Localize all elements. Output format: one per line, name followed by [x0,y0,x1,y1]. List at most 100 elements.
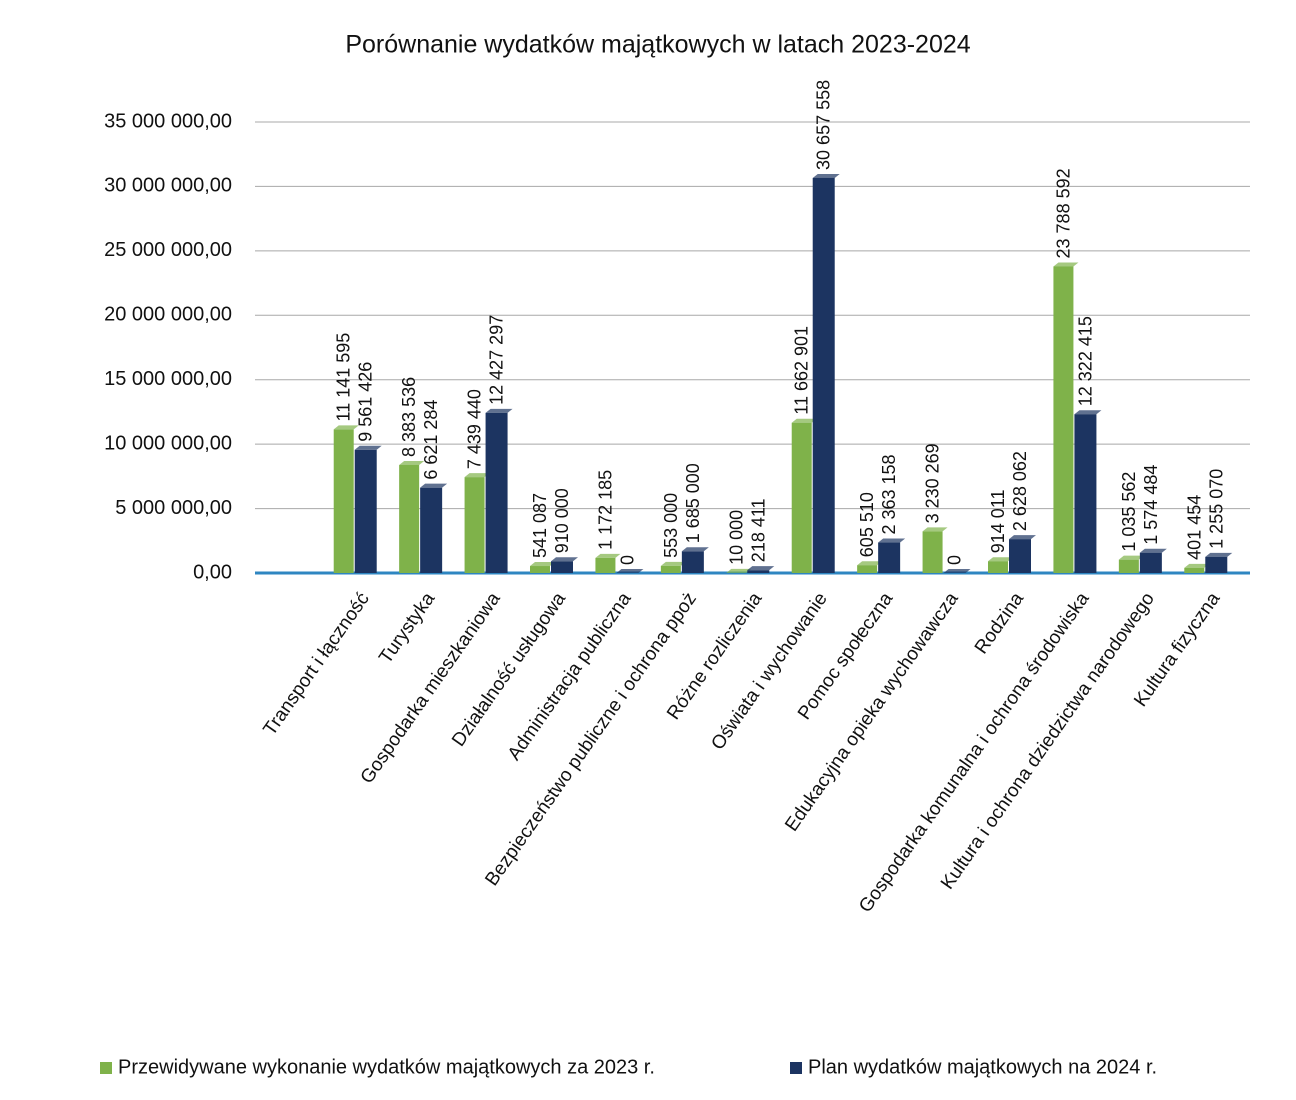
bar [857,565,878,573]
x-tick-label: Rodzina [971,588,1028,658]
data-label: 10 000 [726,510,746,565]
data-label: 1 574 484 [1141,465,1161,545]
bar-cap [1139,548,1167,553]
bar [595,557,616,573]
x-tick-label: Oświata i wychowanie [707,589,831,754]
data-label: 605 510 [857,492,877,557]
x-tick-label: Administracja publiczna [504,588,636,764]
data-label: 1 685 000 [683,463,703,543]
y-tick-label: 15 000 000,00 [104,368,232,390]
bar [660,565,681,573]
bar-cap [333,425,359,430]
legend-swatch [790,1062,802,1074]
bar-cap [988,557,1013,562]
bar-cap [420,483,448,488]
bar-cap [530,562,555,567]
data-label: 11 141 595 [334,333,354,422]
data-label: 3 230 269 [923,443,943,523]
data-label: 30 657 558 [814,80,834,170]
bar [399,464,420,573]
bar-cap [943,569,971,573]
data-label: 0 [617,555,637,565]
bar-cap [464,473,490,478]
data-label: 11 662 901 [792,326,812,415]
bar [812,177,835,574]
bar-cap [791,418,817,423]
data-label: 541 087 [530,493,550,558]
bar [1074,414,1097,573]
y-tick-label: 10 000 000,00 [104,432,232,454]
bar [354,449,377,573]
legend-label: Plan wydatków majątkowych na 2024 r. [808,1056,1157,1078]
bar-cap [354,445,382,450]
legend-swatch [100,1062,112,1074]
bar-cap [747,566,775,571]
bar [791,422,812,573]
bar-cap [1053,262,1079,267]
bar [1184,567,1205,573]
legend-label: Przewidywane wykonanie wydatków majątkow… [118,1056,655,1078]
bar-cap [726,568,752,573]
bar [530,566,550,573]
data-label: 2 363 158 [879,454,899,534]
bar-cap [485,408,513,413]
data-label: 23 788 592 [1053,168,1073,258]
chart-title: Porównanie wydatków majątkowych w latach… [345,31,970,59]
data-label: 1 255 070 [1206,469,1226,549]
bar-cap [551,557,578,562]
bar-cap [660,561,686,566]
data-label: 0 [945,555,965,565]
data-label: 218 411 [748,498,768,562]
bar [485,412,508,573]
data-label: 553 000 [661,493,681,558]
bar [922,531,943,573]
x-tick-label: Działalność usługowa [448,588,570,750]
bar-cap [1009,535,1036,540]
data-label: 910 000 [552,488,572,553]
x-tick-label: Turystyka [375,588,439,667]
bar [681,551,704,573]
bar [878,542,901,573]
y-tick-label: 25 000 000,00 [104,239,232,261]
y-tick-label: 30 000 000,00 [104,175,232,197]
data-label: 12 322 415 [1075,316,1095,406]
bar-cap [857,561,883,566]
bar-cap [1205,552,1233,557]
bar-cap [399,460,425,465]
bar [551,561,573,573]
data-label: 2 628 062 [1010,451,1030,531]
bar-cap [595,553,621,558]
bar-cap [616,569,644,573]
bar-cap [878,538,906,543]
bar [1139,552,1162,573]
y-tick-label: 5 000 000,00 [115,497,232,519]
bar [1009,539,1031,573]
bar [420,487,443,573]
bar-cap [812,173,840,178]
bar-cap [1118,555,1144,560]
data-label: 914 011 [988,489,1008,553]
data-label: 12 427 297 [487,315,507,405]
data-label: 401 454 [1184,495,1204,560]
data-label: 1 035 562 [1119,472,1139,552]
bar [988,561,1008,573]
bar-cap [1184,563,1210,568]
y-tick-label: 20 000 000,00 [104,304,232,326]
x-tick-label: Gospodarka komunalna i ochrona środowisk… [855,588,1094,916]
bar [1053,266,1074,573]
bar-cap [681,547,709,552]
bar [1118,559,1139,573]
bar [333,429,354,573]
data-label: 7 439 440 [465,389,485,469]
bar [747,570,770,573]
x-tick-label: Transport i łączność [259,589,373,740]
data-label: 1 172 185 [595,470,615,550]
bar-cap [922,527,948,532]
data-label: 9 561 426 [356,362,376,442]
bar-cap [1074,410,1102,415]
y-tick-label: 35 000 000,00 [104,110,232,132]
bar [464,477,485,573]
bar [1205,556,1228,573]
y-tick-label: 0,00 [193,561,232,583]
